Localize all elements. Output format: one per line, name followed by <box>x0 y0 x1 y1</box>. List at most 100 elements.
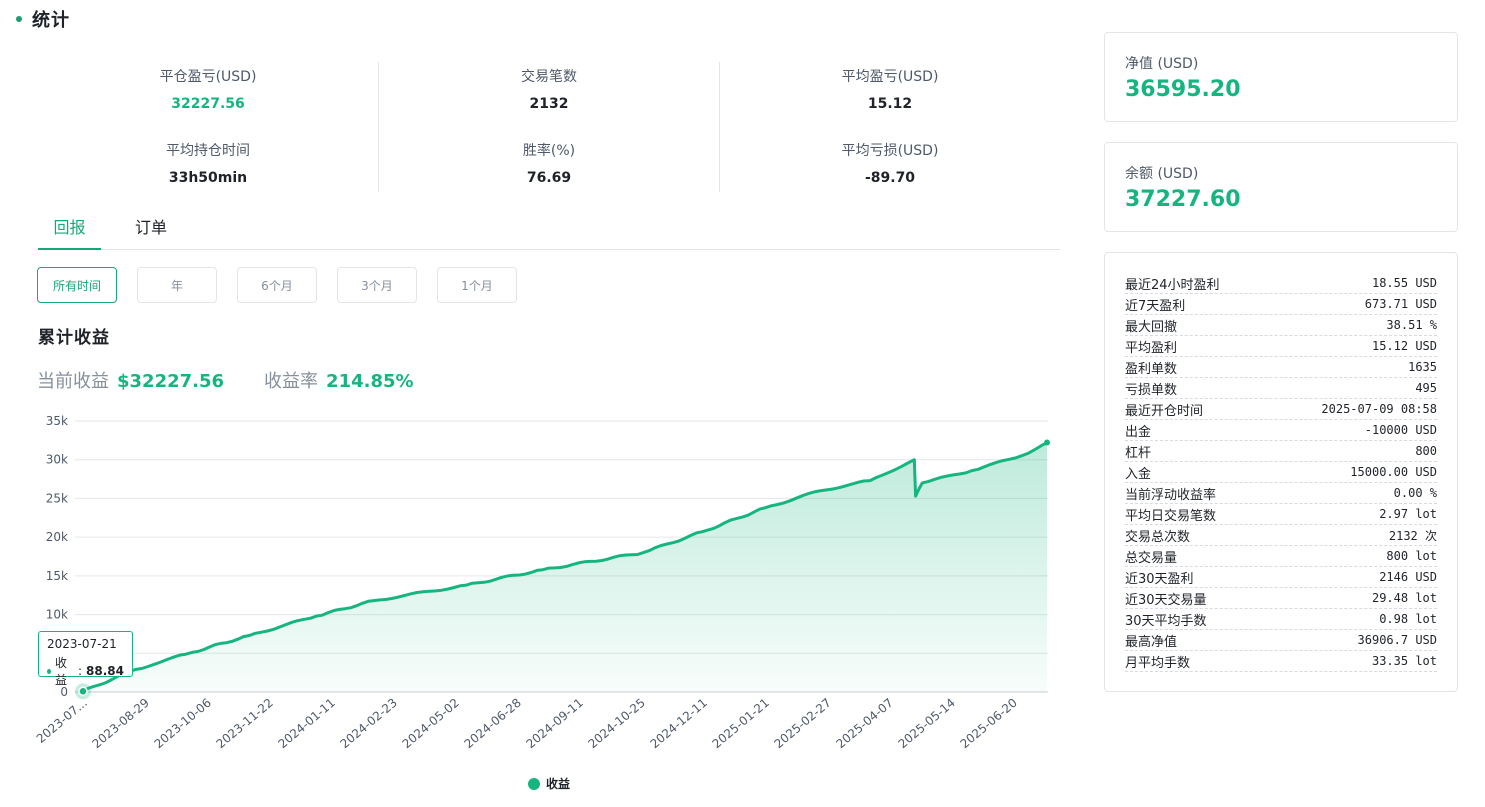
detail-key: 近30天交易量 <box>1125 592 1207 608</box>
stat-value: 15.12 <box>867 96 913 112</box>
detail-value: 2132 次 <box>1388 528 1437 543</box>
y-tick-label: 20k <box>46 530 68 544</box>
detail-row: 出金 -10000 USD <box>1125 420 1437 441</box>
equity-label: 净值 (USD) <box>1125 56 1199 72</box>
detail-value: 673.71 USD <box>1364 297 1437 311</box>
detail-value: 2.97 lot <box>1379 507 1437 521</box>
detail-key: 总交易量 <box>1125 550 1178 566</box>
detail-value: 2146 USD <box>1379 570 1437 584</box>
x-tick-label: 2024-02-23 <box>337 696 399 752</box>
detail-key: 最大回撤 <box>1125 319 1178 335</box>
x-tick-label: 2023-07... <box>34 696 90 746</box>
x-tick-label: 2024-01-11 <box>275 696 337 752</box>
return-rate-value: 214.85% <box>326 371 414 392</box>
y-tick-label: 15k <box>46 569 68 583</box>
stat-value: 76.69 <box>526 170 572 186</box>
detail-row: 当前浮动收益率 0.00 % <box>1125 483 1437 504</box>
detail-key: 入金 <box>1125 466 1152 482</box>
x-tick-label: 2024-06-28 <box>461 696 523 752</box>
detail-key: 杠杆 <box>1125 445 1152 461</box>
detail-value: 15.12 USD <box>1371 339 1437 353</box>
stat-label: 平均盈亏(USD) <box>841 69 939 85</box>
detail-value: -10000 USD <box>1364 423 1437 437</box>
stat-trade-count: 交易笔数 2132 <box>521 66 577 112</box>
cumulative-profit-chart[interactable]: 05k10k15k20k25k30k35k 2023-07...2023-08-… <box>0 405 1060 770</box>
detail-row: 近30天交易量 29.48 lot <box>1125 588 1437 609</box>
x-tick-label: 2025-05-14 <box>895 696 957 752</box>
x-tick-label: 2024-10-25 <box>585 696 647 752</box>
detail-row: 月平均手数 33.35 lot <box>1125 651 1437 672</box>
detail-value: 0.00 % <box>1393 486 1437 500</box>
tab-returns[interactable]: 回报 <box>38 210 101 250</box>
chart-tooltip: 2023-07-21 收益 : 88.84 <box>38 631 133 687</box>
detail-value: 29.48 lot <box>1371 591 1437 605</box>
stat-win-rate: 胜率(%) 76.69 <box>523 140 575 186</box>
stat-value: 2132 <box>529 96 569 112</box>
legend-dot-icon <box>528 777 540 790</box>
tooltip-date: 2023-07-21 <box>47 637 117 651</box>
detail-key: 平均日交易笔数 <box>1125 508 1217 524</box>
stat-label: 平仓盈亏(USD) <box>159 69 257 85</box>
detail-row: 交易总次数 2132 次 <box>1125 525 1437 546</box>
detail-value: 1635 <box>1408 360 1437 374</box>
x-tick-label: 2025-02-27 <box>771 696 833 752</box>
page-title: 统计 <box>32 10 70 31</box>
detail-row: 近7天盈利 673.71 USD <box>1125 294 1437 315</box>
detail-row: 最近开仓时间 2025-07-09 08:58 <box>1125 399 1437 420</box>
stat-value: 32227.56 <box>171 96 245 112</box>
profit-summary: 当前收益 $32227.56 收益率 214.85% <box>37 367 414 393</box>
bullet-dot-icon <box>16 16 22 22</box>
time-range-group: 所有时间 年 6个月 3个月 1个月 <box>37 267 517 303</box>
detail-key: 最近开仓时间 <box>1125 403 1204 419</box>
stat-label: 平均持仓时间 <box>166 143 250 159</box>
detail-key: 最高净值 <box>1125 634 1178 650</box>
summary-column: 平仓盈亏(USD) 32227.56 平均持仓时间 33h50min <box>38 62 378 192</box>
balance-value: 37227.60 <box>1125 187 1241 212</box>
detail-key: 近7天盈利 <box>1125 298 1186 314</box>
detail-key: 亏损单数 <box>1125 382 1178 398</box>
summary-column: 平均盈亏(USD) 15.12 平均亏损(USD) -89.70 <box>719 62 1060 192</box>
detail-row: 平均盈利 15.12 USD <box>1125 336 1437 357</box>
stat-closed-pnl: 平仓盈亏(USD) 32227.56 <box>160 66 257 112</box>
y-tick-label: 10k <box>46 608 68 622</box>
detail-value: 800 lot <box>1386 549 1437 563</box>
balance-card: 余额 (USD) 37227.60 <box>1104 142 1458 232</box>
x-tick-label: 2023-10-06 <box>151 696 213 752</box>
page-header: 统计 <box>16 6 70 32</box>
x-tick-label: 2023-08-29 <box>89 696 151 752</box>
detail-key: 30天平均手数 <box>1125 613 1207 629</box>
balance-label: 余额 (USD) <box>1125 166 1199 182</box>
detail-key: 月平均手数 <box>1125 655 1191 671</box>
range-3-months-button[interactable]: 3个月 <box>337 267 417 303</box>
detail-row: 入金 15000.00 USD <box>1125 462 1437 483</box>
detail-value: 36906.7 USD <box>1357 633 1437 647</box>
detail-value: 33.35 lot <box>1371 654 1437 668</box>
detail-row: 最大回撤 38.51 % <box>1125 315 1437 336</box>
x-tick-label: 2024-09-11 <box>523 696 585 752</box>
range-year-button[interactable]: 年 <box>137 267 217 303</box>
point-layer <box>75 439 1050 700</box>
stat-label: 平均亏损(USD) <box>841 143 939 159</box>
data-point[interactable] <box>78 686 88 697</box>
range-6-months-button[interactable]: 6个月 <box>237 267 317 303</box>
data-point[interactable] <box>1044 439 1050 446</box>
detail-key: 交易总次数 <box>1125 529 1191 545</box>
tooltip-row: 收益 : 88.84 <box>47 654 124 688</box>
detail-value: 0.98 lot <box>1379 612 1437 626</box>
profit-series-line <box>82 441 1048 693</box>
detail-key: 平均盈利 <box>1125 340 1178 356</box>
chart-legend[interactable]: 收益 <box>528 775 570 792</box>
tab-bar: 回报 订单 <box>38 210 1060 250</box>
detail-key: 当前浮动收益率 <box>1125 487 1217 503</box>
series-dot-icon <box>47 668 51 674</box>
range-1-month-button[interactable]: 1个月 <box>437 267 517 303</box>
range-all-time-button[interactable]: 所有时间 <box>37 267 117 303</box>
detail-row: 盈利单数 1635 <box>1125 357 1437 378</box>
detail-key: 最近24小时盈利 <box>1125 277 1220 293</box>
summary-stats: 平仓盈亏(USD) 32227.56 平均持仓时间 33h50min 交易笔数 … <box>38 62 1060 192</box>
x-tick-label: 2025-04-07 <box>833 696 895 752</box>
detail-key: 出金 <box>1125 424 1152 440</box>
tab-orders[interactable]: 订单 <box>134 218 167 237</box>
detail-row: 30天平均手数 0.98 lot <box>1125 609 1437 630</box>
stat-avg-pnl: 平均盈亏(USD) 15.12 <box>842 66 939 112</box>
